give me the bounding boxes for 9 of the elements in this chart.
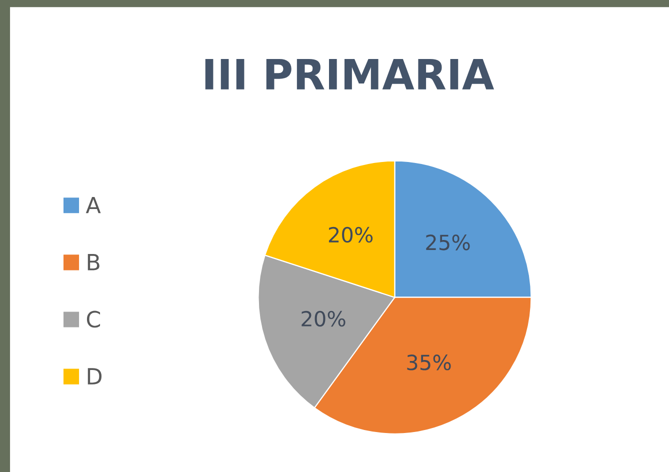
legend-label: A [86,196,101,214]
legend-label: B [88,254,100,270]
data-label: 25% [426,234,470,250]
data-label: 20% [302,310,346,327]
legend-label: C [86,310,100,328]
legend-label: D [88,368,102,384]
data-label: 35% [407,354,451,370]
data-label: 20% [328,226,373,243]
chart-title: III PRIMARIA [205,59,494,90]
